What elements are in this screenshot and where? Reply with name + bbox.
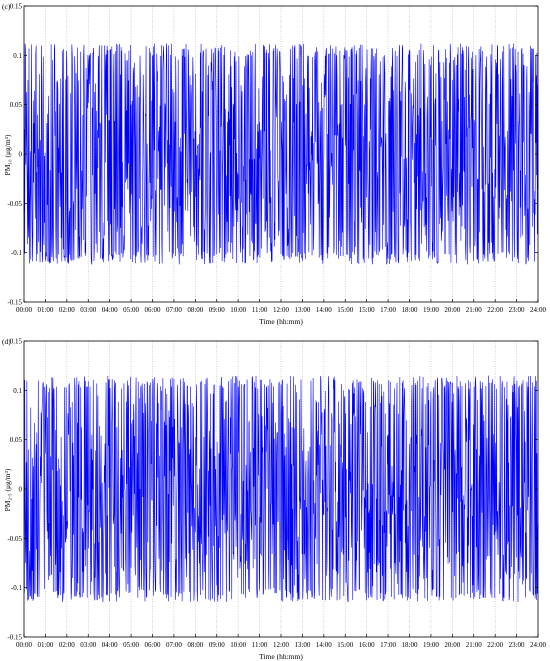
chart-panel-d: (d) Time (hh:mm) PM₂.₅ (μg/m³) -0.15 -0.1… [2, 337, 546, 661]
x-tick-label: 04:00 [102, 641, 118, 649]
y-tick-label: 0.1 [13, 387, 22, 395]
x-tick-label: 05:00 [123, 641, 139, 649]
y-tick-label: 0.1 [13, 52, 22, 60]
x-tick-label: 20:00 [444, 641, 460, 649]
y-tick-label: 0.05 [10, 101, 23, 109]
x-tick-label: 10:00 [230, 641, 246, 649]
series-line [23, 43, 539, 265]
x-tick-label: 17:00 [380, 641, 396, 649]
x-tick-label: 00:00 [16, 641, 32, 649]
x-tick-label: 13:00 [294, 641, 310, 649]
y-tick-label: -0.1 [11, 249, 23, 257]
x-tick-label: 21:00 [466, 306, 482, 314]
x-tick-label: 08:00 [187, 306, 203, 314]
x-tick-label: 23:00 [509, 306, 525, 314]
x-tick-label: 04:00 [102, 306, 118, 314]
x-tick-label: 12:00 [273, 306, 289, 314]
x-tick-label: 21:00 [466, 641, 482, 649]
x-tick-label: 09:00 [209, 641, 225, 649]
x-tick-label: 18:00 [402, 306, 418, 314]
x-tick-label: 09:00 [209, 306, 225, 314]
x-axis-label: Time (hh:mm) [259, 652, 303, 661]
x-tick-label: 00:00 [16, 306, 32, 314]
y-axis-label: PM₂.₅ (μg/m³) [3, 468, 12, 511]
y-tick-label: 0.15 [10, 3, 23, 11]
x-tick-label: 16:00 [359, 641, 375, 649]
y-tick-label: 0 [19, 151, 23, 159]
chart-panel-c: (c) Time (hh:mm) PM₁₀ (μg/m³) -0.15 -0.1 -… [2, 2, 546, 326]
x-tick-label: 03:00 [80, 641, 96, 649]
y-tick-label: -0.1 [11, 584, 23, 592]
panel-label: (c) [2, 2, 11, 11]
x-tick-label: 01:00 [37, 641, 53, 649]
x-tick-label: 14:00 [316, 306, 332, 314]
x-tick-label: 19:00 [423, 641, 439, 649]
x-tick-label: 03:00 [80, 306, 96, 314]
x-tick-label: 08:00 [187, 641, 203, 649]
x-tick-label: 15:00 [359, 306, 375, 314]
y-tick-label: -0.05 [7, 200, 22, 208]
y-tick-label: 0 [19, 486, 23, 494]
x-tick-label: 24:00 [530, 641, 546, 649]
x-axis-label: Time (hh:mm) [259, 317, 303, 326]
x-tick-label: 15:00 [337, 306, 353, 314]
series-line [23, 375, 539, 603]
x-tick-label: 07:00 [166, 306, 182, 314]
y-axis-label: PM₁₀ (μg/m³) [3, 134, 12, 175]
x-tick-label: 11:00 [252, 641, 268, 649]
x-tick-label: 12:00 [273, 641, 289, 649]
x-tick-label: 18:00 [402, 641, 418, 649]
x-tick-label: 10:00 [230, 306, 246, 314]
y-tick-label: -0.15 [7, 299, 22, 307]
x-tick-label: 07:00 [166, 641, 182, 649]
x-tick-label: 15:00 [337, 641, 353, 649]
y-tick-label: -0.15 [7, 634, 22, 642]
x-tick-label: 14:00 [316, 641, 332, 649]
x-tick-label: 02:00 [59, 641, 75, 649]
x-tick-label: 06:00 [145, 306, 161, 314]
y-tick-label: 0.15 [10, 338, 23, 346]
x-tick-label: 19:00 [423, 306, 439, 314]
y-tick-label: 0.05 [10, 436, 23, 444]
x-tick-label: 23:00 [509, 641, 525, 649]
x-tick-label: 05:00 [123, 306, 139, 314]
x-tick-label: 20:00 [444, 306, 460, 314]
panel-label: (d) [2, 337, 11, 346]
x-tick-label: 17:00 [380, 306, 396, 314]
x-tick-label: 22:00 [487, 306, 503, 314]
x-tick-label: 13:00 [294, 306, 310, 314]
x-tick-label: 24:00 [530, 306, 546, 314]
x-tick-label: 02:00 [59, 306, 75, 314]
x-tick-label: 22:00 [487, 641, 503, 649]
x-tick-label: 01:00 [37, 306, 53, 314]
x-tick-label: 11:00 [252, 306, 268, 314]
y-tick-label: -0.05 [7, 535, 22, 543]
x-tick-label: 06:00 [145, 641, 161, 649]
